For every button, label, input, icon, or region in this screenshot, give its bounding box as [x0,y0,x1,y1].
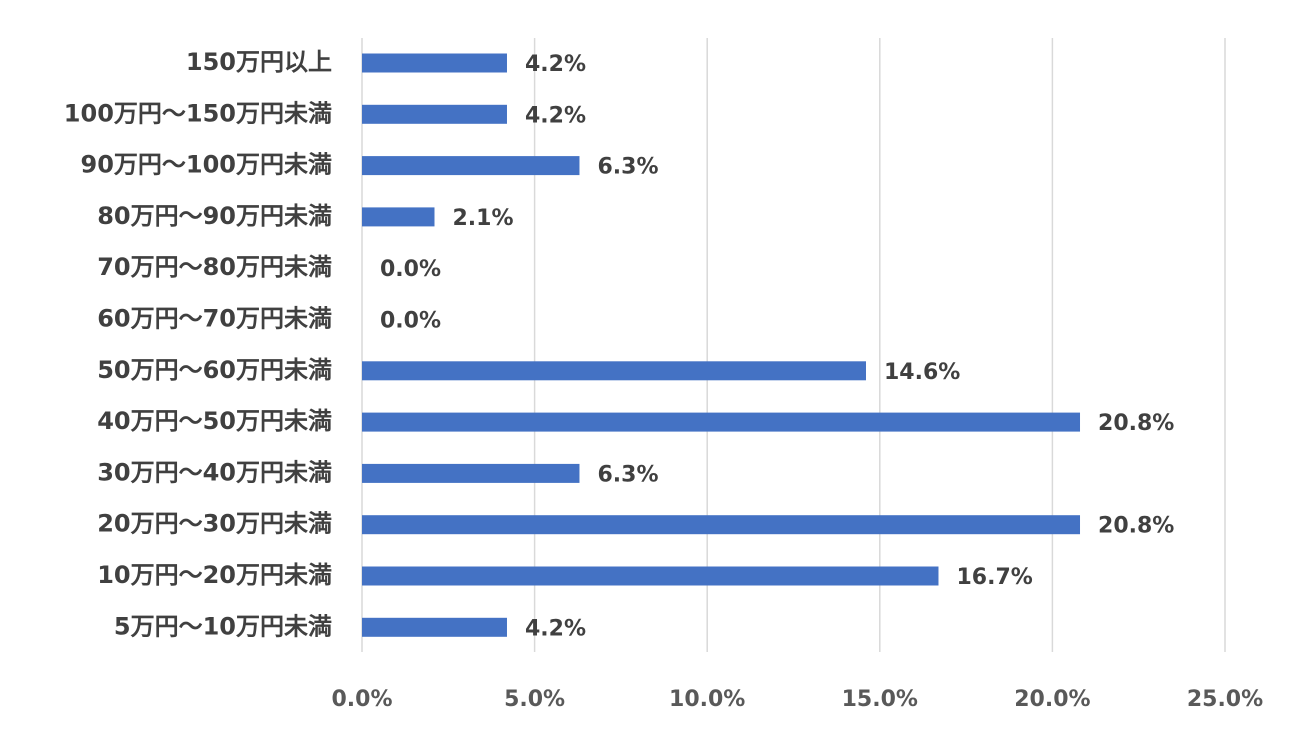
x-tick-label: 0.0% [331,687,392,712]
data-label: 6.3% [597,155,658,180]
data-label: 20.8% [1098,514,1174,539]
category-label: 150万円以上 [186,48,332,76]
category-label: 10万円～20万円未満 [97,561,332,589]
x-axis-tick-labels: 0.0% 5.0% 10.0% 15.0% 20.0% 25.0% [331,687,1263,712]
data-label: 4.2% [525,52,586,77]
bar [362,53,507,73]
bar [362,207,435,227]
x-tick-label: 5.0% [504,687,565,712]
data-label: 0.0% [380,309,441,334]
bars [362,53,1081,637]
data-label: 0.0% [380,257,441,282]
x-tick-label: 10.0% [669,687,745,712]
category-label: 5万円～10万円未満 [114,612,332,640]
category-label: 20万円～30万円未満 [97,510,332,538]
category-label: 30万円～40万円未満 [97,458,332,486]
category-label: 60万円～70万円未満 [97,305,332,333]
bar [362,104,507,124]
data-label: 16.7% [956,565,1032,590]
bar [362,412,1081,432]
grid-lines [361,38,1226,652]
bar [362,515,1081,535]
category-labels: 150万円以上 100万円～150万円未満 90万円～100万円未満 80万円～90万… [64,48,332,640]
bar [362,361,866,381]
category-label: 80万円～90万円未満 [97,202,332,230]
bar [362,156,580,176]
category-label: 100万円～150万円未満 [64,99,332,127]
category-label: 50万円～60万円未満 [97,356,332,384]
data-label: 4.2% [525,616,586,641]
data-label: 6.3% [597,462,658,487]
bar [362,617,507,637]
x-tick-label: 25.0% [1187,687,1263,712]
x-tick-label: 15.0% [842,687,918,712]
x-tick-label: 20.0% [1014,687,1090,712]
data-label: 2.1% [452,206,513,231]
category-label: 70万円～80万円未満 [97,253,332,281]
data-label: 20.8% [1098,411,1174,436]
category-label: 90万円～100万円未満 [81,151,333,179]
bar [362,463,580,483]
data-label: 14.6% [884,360,960,385]
data-labels: 4.2% 4.2% 6.3% 2.1% 0.0% 0.0% 14.6% 20.8% 6.3% 20… [380,52,1174,641]
category-label: 40万円～50万円未満 [97,407,332,435]
bar [362,566,939,586]
data-label: 4.2% [525,103,586,128]
